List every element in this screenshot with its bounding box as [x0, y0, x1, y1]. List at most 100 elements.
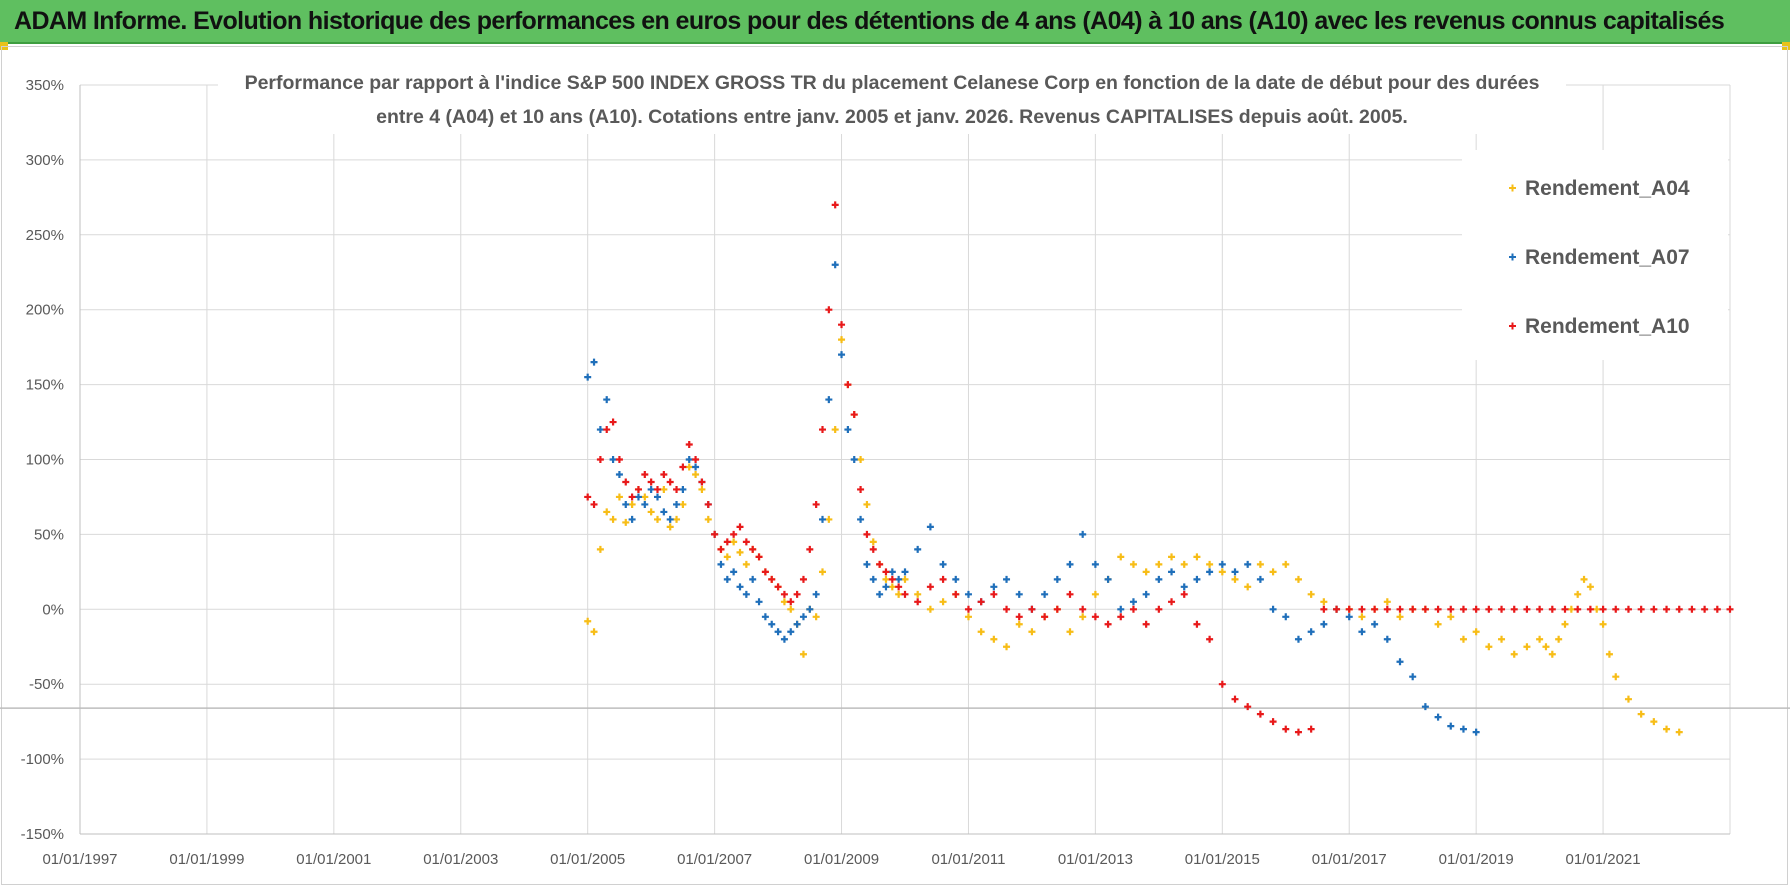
data-point	[1003, 605, 1011, 613]
data-point	[844, 426, 852, 434]
y-tick-label: 0%	[42, 601, 64, 618]
data-point	[831, 261, 839, 269]
legend-item-Rendement_A10[interactable]: Rendement_A10	[1509, 315, 1690, 338]
chart-legend[interactable]: Rendement_A04 Rendement_A07 Rendement_A10	[1462, 150, 1728, 360]
data-point	[1193, 620, 1201, 628]
data-point	[685, 456, 693, 463]
data-point	[698, 485, 706, 493]
data-point	[615, 470, 623, 478]
data-point	[1155, 575, 1163, 583]
y-tick-label: 300%	[26, 152, 64, 169]
chart-title: Performance par rapport à l'indice S&P 5…	[245, 72, 1540, 128]
y-tick-label: 150%	[26, 377, 64, 394]
data-point	[990, 583, 998, 591]
data-point	[584, 373, 592, 381]
data-point	[939, 598, 947, 606]
data-point	[584, 493, 592, 501]
data-point	[1028, 628, 1036, 636]
data-point	[634, 493, 642, 501]
data-point	[768, 575, 776, 583]
data-point	[1561, 620, 1569, 628]
data-point	[1612, 605, 1620, 613]
data-point	[1663, 605, 1671, 613]
data-point	[628, 500, 636, 508]
data-point	[1155, 560, 1163, 568]
data-point	[666, 515, 674, 523]
data-point	[1269, 605, 1277, 613]
data-point	[1605, 650, 1613, 658]
data-point	[603, 508, 611, 516]
data-point	[831, 201, 839, 209]
series-Rendement_A04	[584, 336, 1683, 736]
data-point	[730, 530, 738, 538]
data-point	[1079, 605, 1087, 613]
data-point	[1307, 590, 1315, 598]
data-point	[869, 538, 877, 546]
data-point	[1624, 695, 1632, 703]
data-point	[761, 613, 769, 621]
data-point	[1117, 613, 1125, 621]
data-point	[1345, 613, 1353, 621]
data-point	[939, 560, 947, 568]
data-point	[1244, 560, 1252, 568]
data-point	[1168, 598, 1176, 606]
x-tick-label: 01/01/2019	[1439, 851, 1514, 868]
data-point	[596, 426, 604, 434]
data-point	[819, 515, 826, 523]
data-point	[1091, 560, 1099, 568]
data-point	[1447, 613, 1455, 621]
data-point	[1015, 620, 1023, 628]
data-point	[882, 583, 890, 591]
data-point	[825, 306, 833, 314]
chart-area-frame	[1, 46, 1788, 885]
y-tick-label: 350%	[26, 77, 64, 94]
data-point	[768, 620, 776, 628]
x-tick-label: 01/01/1997	[42, 851, 117, 868]
data-point	[1409, 673, 1417, 681]
data-point	[1567, 605, 1575, 613]
data-point	[1599, 605, 1607, 613]
chart-axis-labels: 350% 300% 250% 200% 150% 100% 50% 0% -50% -100% -1…	[0, 77, 1790, 868]
data-point	[857, 485, 865, 493]
data-point	[1472, 605, 1480, 613]
chart-title-line: entre 4 (A04) et 10 ans (A10). Cotations…	[376, 106, 1408, 128]
data-point	[895, 590, 903, 598]
y-tick-label: -150%	[21, 826, 64, 843]
data-point	[901, 590, 909, 598]
data-point	[990, 590, 998, 598]
data-point	[1206, 635, 1214, 643]
data-point	[1536, 605, 1544, 613]
data-point	[1485, 605, 1493, 613]
data-point	[806, 545, 814, 553]
data-point	[1320, 605, 1328, 613]
data-point	[1066, 628, 1074, 636]
data-point	[755, 598, 763, 606]
chart-gridlines	[79, 84, 1731, 835]
legend-label: Rendement_A07	[1525, 246, 1690, 269]
data-point	[673, 500, 681, 508]
data-point	[964, 605, 972, 613]
data-point	[914, 545, 922, 553]
data-point	[882, 568, 890, 576]
data-point	[1053, 605, 1061, 613]
legend-item-Rendement_A07[interactable]: Rendement_A07	[1509, 246, 1690, 269]
data-point	[1586, 583, 1594, 591]
data-point	[628, 515, 636, 523]
data-point	[1396, 658, 1404, 666]
data-point	[1256, 560, 1264, 568]
data-point	[1472, 628, 1480, 636]
data-point	[825, 396, 833, 404]
data-point	[1561, 605, 1569, 613]
data-point	[1624, 605, 1632, 613]
data-point	[1434, 713, 1442, 721]
data-point	[1256, 710, 1264, 718]
data-point	[831, 426, 839, 434]
data-point	[1701, 605, 1709, 613]
data-point	[1091, 590, 1099, 598]
data-point	[1459, 725, 1467, 733]
data-point	[882, 575, 890, 583]
data-point	[1612, 673, 1620, 681]
legend-item-Rendement_A04[interactable]: Rendement_A04	[1509, 177, 1690, 200]
x-tick-label: 01/01/2009	[804, 851, 879, 868]
